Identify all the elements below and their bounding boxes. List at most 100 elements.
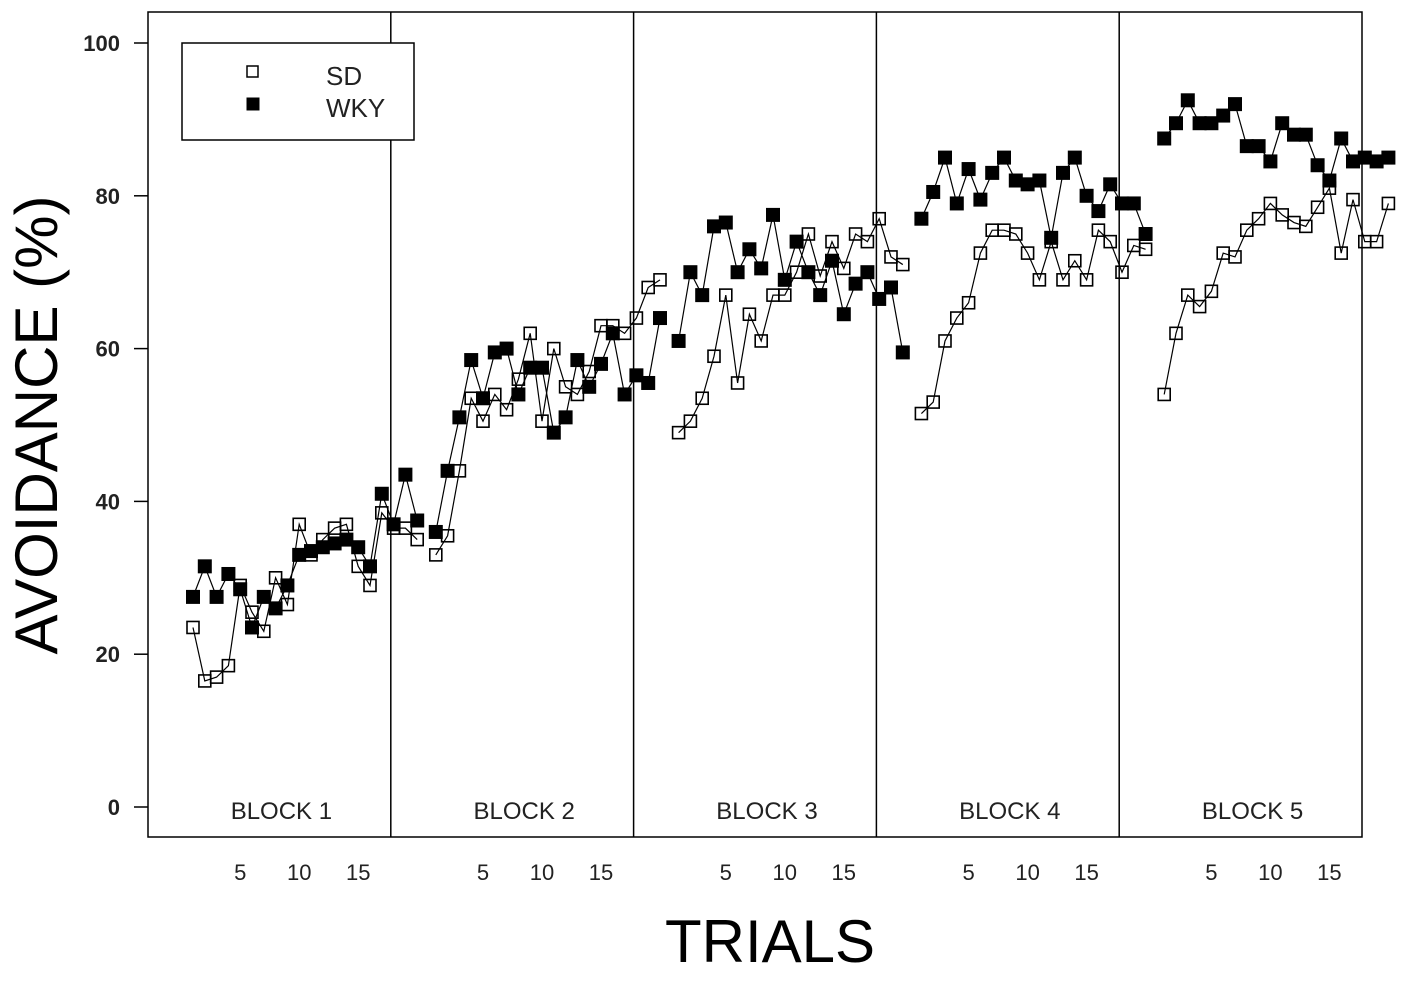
sd-marker-icon [961, 295, 976, 310]
legend: SD WKY [181, 42, 415, 141]
sd-marker-icon [1068, 253, 1082, 268]
y-axis-title: AVOIDANCE (%) [3, 196, 70, 655]
sd-marker-icon [1204, 284, 1219, 299]
sd-marker-icon [754, 334, 769, 348]
wky-marker-icon [872, 291, 887, 306]
sd-marker-icon [641, 280, 656, 295]
wky-marker-icon [499, 341, 514, 356]
wky-marker-icon [1056, 165, 1070, 180]
wky-marker-icon [801, 265, 816, 280]
wky-marker-icon [707, 219, 721, 234]
wky-marker-icon [476, 391, 490, 406]
wky-marker-icon [1067, 150, 1082, 165]
wky-marker-icon [1369, 154, 1384, 169]
wky-marker-icon [825, 253, 839, 268]
sd-marker-icon [440, 528, 455, 543]
sd-marker-icon [1369, 234, 1384, 249]
wky-marker-icon [1204, 116, 1219, 131]
wky-marker-icon [1044, 230, 1059, 245]
wky-marker-icon [836, 307, 851, 322]
block-label: BLOCK 2 [474, 798, 575, 825]
y-tick-label: 80 [96, 184, 120, 209]
wky-marker-icon [1287, 127, 1301, 142]
wky-marker-icon [695, 288, 710, 303]
wky-marker-icon [1251, 139, 1266, 154]
x-tick-label: 15 [1074, 860, 1098, 885]
sd-marker-icon [186, 620, 200, 635]
legend-sd-marker-icon [246, 65, 259, 78]
plot-frame [147, 11, 1363, 838]
wky-marker-icon [523, 360, 538, 375]
x-tick-label: 5 [720, 860, 732, 885]
wky-marker-icon [683, 265, 698, 280]
wky-marker-icon [777, 272, 792, 287]
sd-marker-icon [292, 517, 307, 532]
sd-marker-icon [1228, 250, 1242, 264]
wky-marker-icon [452, 410, 467, 425]
sd-marker-icon [198, 674, 212, 688]
sd-marker-icon [938, 334, 952, 348]
sd-marker-icon [511, 372, 526, 386]
sd-marker-icon [1287, 215, 1301, 230]
sd-marker-icon [410, 532, 425, 547]
wky-marker-icon [233, 582, 248, 597]
wky-marker-icon [582, 379, 597, 394]
sd-marker-icon [1091, 223, 1106, 237]
wky-marker-icon [629, 368, 644, 383]
sd-marker-icon [546, 341, 561, 356]
sd-marker-icon [464, 391, 479, 406]
wky-marker-icon [1103, 177, 1118, 192]
wky-marker-icon [339, 532, 354, 547]
x-tick-label: 5 [1205, 860, 1217, 885]
sd-marker-icon [1138, 242, 1153, 257]
wky-marker-icon [617, 387, 632, 402]
sd-marker-icon [1157, 387, 1171, 402]
sd-marker-icon [777, 288, 792, 302]
sd-marker-icon [872, 211, 887, 226]
wky-marker-icon [327, 536, 342, 551]
wky-marker-icon [398, 467, 413, 482]
wky-marker-icon [594, 356, 608, 371]
wky-marker-icon [1239, 139, 1254, 154]
sd-marker-icon [523, 326, 538, 341]
sd-marker-icon [914, 406, 929, 421]
wky-marker-icon [1091, 204, 1106, 219]
wky-marker-icon [440, 463, 455, 478]
wky-marker-icon [926, 184, 941, 199]
wky-marker-icon [363, 559, 377, 574]
wky-marker-icon [1228, 97, 1242, 112]
sd-marker-icon [997, 223, 1011, 237]
sd-marker-icon [452, 464, 467, 478]
x-tick-label: 5 [234, 860, 246, 885]
sd-marker-icon [487, 387, 502, 402]
sd-marker-icon [671, 425, 686, 440]
wky-marker-icon [766, 207, 780, 222]
legend-wky-label: WKY [326, 93, 385, 123]
sd-marker-icon [1169, 326, 1183, 341]
x-axis: BLOCK 1 5 10 15 BLOCK 2 5 10 15 BLOCK 3 5 10 15 BLOC… [231, 798, 1342, 885]
wky-marker-icon [1322, 173, 1337, 188]
wky-marker-icon [730, 265, 745, 280]
sd-marker-icon [256, 624, 271, 639]
x-tick-label: 10 [773, 860, 797, 885]
wky-marker-icon [671, 333, 686, 348]
sd-marker-icon [499, 402, 514, 417]
wky-marker-icon [546, 425, 561, 440]
sd-marker-icon [1310, 200, 1325, 215]
legend-wky-marker-icon [246, 97, 260, 111]
wky-marker-icon [938, 150, 952, 165]
block-label: BLOCK 1 [231, 798, 332, 825]
sd-marker-icon [629, 311, 644, 325]
x-tick-label: 10 [1015, 860, 1039, 885]
wky-marker-icon [973, 192, 988, 207]
x-tick-label: 5 [477, 860, 489, 885]
sd-marker-icon [1103, 234, 1117, 249]
y-tick-label: 40 [96, 489, 120, 514]
y-tick-label: 100 [83, 31, 120, 56]
sd-marker-icon [245, 605, 259, 619]
sd-marker-icon [730, 376, 745, 390]
sd-line [678, 217, 904, 434]
wky-marker-icon [1079, 188, 1094, 203]
wky-marker-icon [1298, 127, 1313, 142]
